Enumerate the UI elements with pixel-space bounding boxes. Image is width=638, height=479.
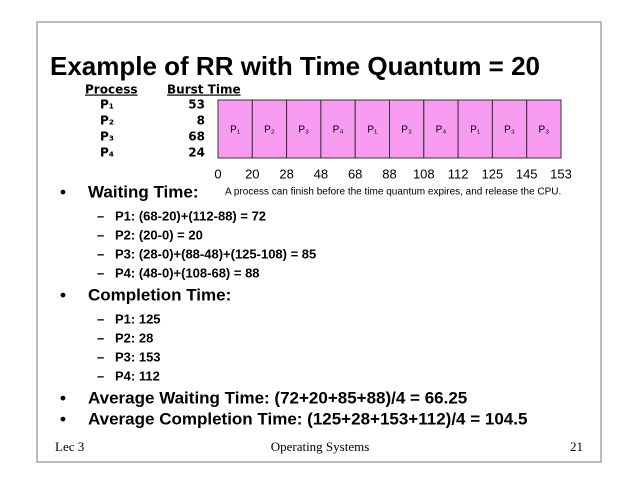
gantt-time: 20: [245, 166, 259, 181]
bullet-text: Completion Time:: [88, 285, 231, 304]
gantt-label: P₄: [436, 125, 447, 136]
gantt-label: P₃: [538, 125, 549, 136]
gantt-time: 0: [214, 166, 221, 181]
sub-dash: –: [97, 349, 104, 364]
burst-time: 68: [188, 130, 205, 144]
gantt-label: P₃: [298, 125, 309, 136]
gantt-label: P₄: [333, 125, 344, 136]
burst-time: 8: [197, 114, 205, 128]
gantt-block: [217, 99, 253, 159]
sub-dash: –: [97, 330, 104, 345]
sub-text: P4: 112: [115, 368, 160, 383]
gantt-time: 28: [279, 166, 293, 181]
gantt-label: P₃: [401, 125, 412, 136]
title: Example of RR with Time Quantum = 20: [50, 51, 540, 81]
gantt-time: 68: [348, 166, 362, 181]
process-name: P₃: [100, 130, 114, 144]
process-name: P₄: [100, 146, 114, 160]
process-name: P₁: [100, 98, 114, 112]
gantt-label: P₁: [367, 125, 378, 136]
bullet-text: Average Waiting Time: (72+20+85+88)/4 = …: [88, 388, 467, 407]
footer-center: Operating Systems: [271, 439, 370, 454]
gantt-time: 153: [550, 166, 572, 181]
sub-dash: –: [97, 227, 104, 242]
sub-dash: –: [97, 368, 104, 383]
gantt-block: [251, 99, 288, 159]
burst-time: 24: [188, 146, 205, 160]
gantt-time: 112: [448, 166, 469, 181]
burst-time: 53: [188, 98, 205, 112]
sub-dash: –: [97, 246, 104, 261]
sub-dash: –: [97, 265, 104, 280]
gantt-note: A process can finish before the time qua…: [225, 187, 561, 198]
gantt-label: P₁: [230, 125, 241, 136]
gantt-label: P₃: [504, 125, 515, 136]
sub-dash: –: [97, 208, 104, 223]
bullet-mark: •: [60, 285, 66, 304]
gantt-label: P₁: [470, 125, 481, 136]
gantt-label: P₂: [264, 125, 275, 136]
sub-text: P1: 125: [115, 311, 161, 326]
sub-text: P3: (28-0)+(88-48)+(125-108) = 85: [115, 246, 316, 261]
gantt-time: 88: [382, 166, 396, 181]
gantt-block: [457, 99, 493, 159]
sub-text: P1: (68-20)+(112-88) = 72: [115, 208, 266, 223]
slide-border: [36, 21, 602, 463]
gantt-time: 145: [516, 166, 538, 181]
footer-left: Lec 3: [55, 439, 84, 454]
table-header: Process: [85, 83, 138, 97]
gantt-block: [354, 99, 391, 159]
process-name: P₂: [100, 114, 114, 128]
gantt-block: [423, 99, 459, 159]
sub-text: P2: (20-0) = 20: [115, 227, 203, 242]
gantt-time: 108: [413, 166, 435, 181]
gantt-block: [389, 99, 425, 159]
gantt-time: 125: [482, 166, 504, 181]
gantt-block: [526, 99, 562, 159]
footer-right: 21: [570, 439, 583, 454]
gantt-time: 48: [314, 166, 328, 181]
gantt-block: [491, 99, 528, 159]
bullet-text: Average Completion Time: (125+28+153+112…: [88, 409, 527, 428]
bullet-mark: •: [60, 409, 66, 428]
sub-text: P3: 153: [115, 349, 161, 364]
bullet-mark: •: [60, 182, 66, 201]
sub-text: P4: (48-0)+(108-68) = 88: [115, 265, 260, 280]
sub-text: P2: 28: [115, 330, 153, 345]
bullet-text: Waiting Time:: [88, 182, 199, 201]
gantt-block: [320, 99, 356, 159]
table-header: Burst Time: [167, 83, 241, 97]
bullet-mark: •: [60, 388, 66, 407]
sub-dash: –: [97, 311, 104, 326]
